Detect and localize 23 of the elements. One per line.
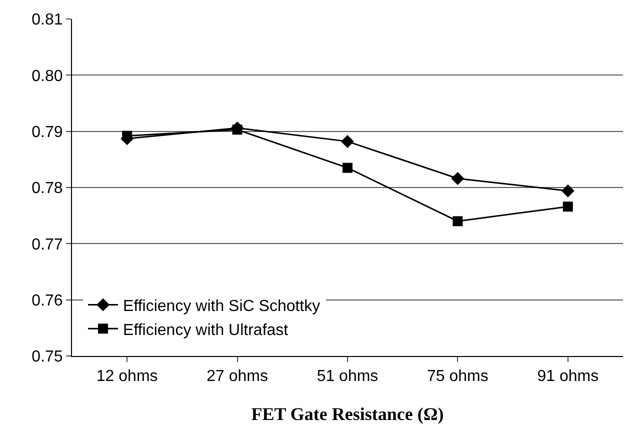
y-tick-label: 0.76 xyxy=(32,292,63,310)
y-tick-label: 0.75 xyxy=(32,348,63,366)
x-tick-label: 27 ohms xyxy=(206,368,268,386)
point xyxy=(452,216,463,226)
y-tick-label: 0.78 xyxy=(32,180,63,198)
point xyxy=(341,134,354,148)
y-tick-label: 0.77 xyxy=(32,236,63,254)
legend-label: Efficiency with Ultrafast xyxy=(123,322,289,339)
legend-label: Efficiency with SiC Schottky xyxy=(123,298,320,316)
point xyxy=(232,124,242,135)
point xyxy=(122,130,132,141)
point xyxy=(451,172,464,186)
point xyxy=(561,184,574,198)
x-tick-label: 12 ohms xyxy=(96,368,158,386)
y-tick-label: 0.79 xyxy=(32,124,63,141)
x-axis-title: FET Gate Resistance (Ω) xyxy=(251,404,444,424)
y-tick-label: 0.81 xyxy=(32,12,63,29)
point xyxy=(342,162,352,173)
y-tick-label: 0.80 xyxy=(32,68,63,85)
x-tick-label: 91 ohms xyxy=(537,368,599,386)
point xyxy=(562,202,573,212)
x-tick-label: 51 ohms xyxy=(316,368,378,386)
x-tick-label: 75 ohms xyxy=(427,368,488,386)
